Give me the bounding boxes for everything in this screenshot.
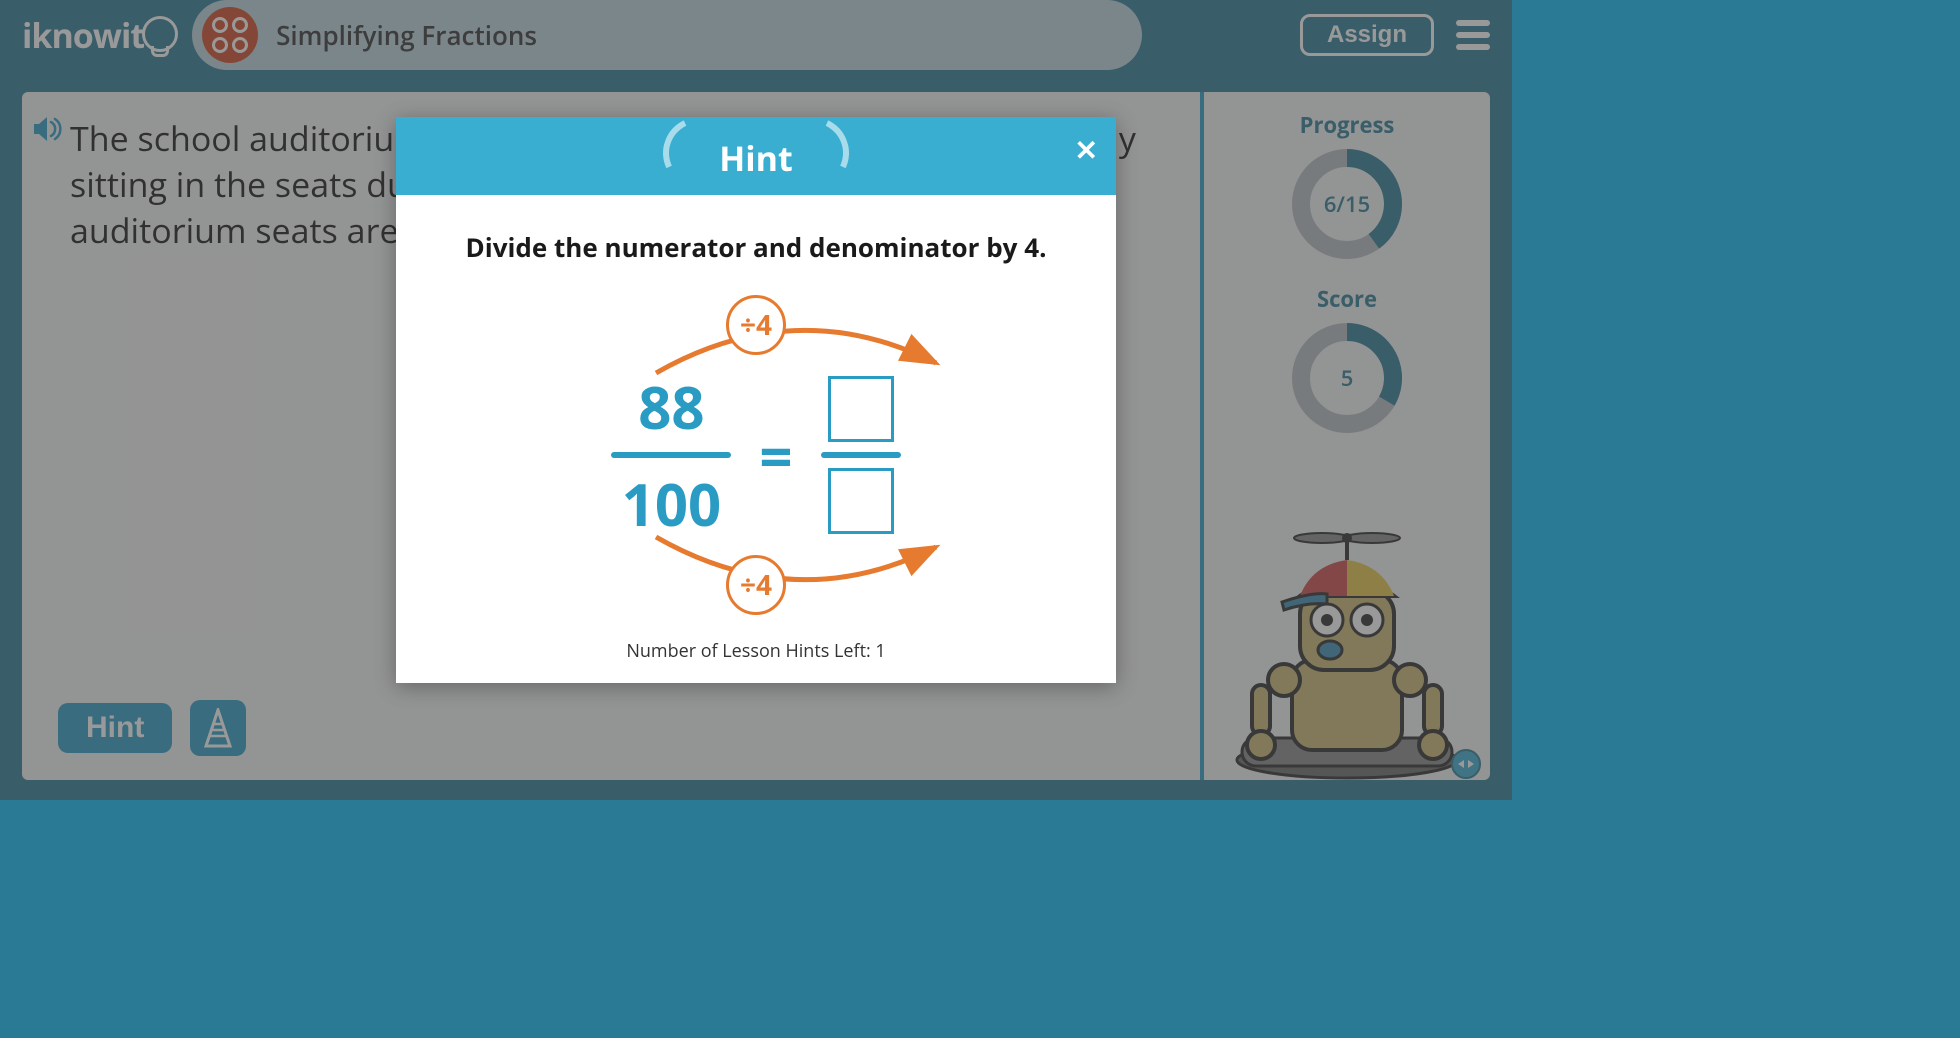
hint-header: Hint ✕ (396, 117, 1116, 195)
fraction-diagram: ÷4 ÷4 88 100 = (446, 295, 1066, 615)
source-fraction: 88 100 (611, 367, 731, 543)
bottom-arc (636, 527, 956, 597)
result-numerator-box[interactable] (828, 376, 894, 442)
hint-body: Divide the numerator and denominator by … (396, 195, 1116, 625)
hint-instruction: Divide the numerator and denominator by … (446, 229, 1066, 265)
equals-sign: = (759, 416, 792, 495)
top-arc (636, 313, 956, 383)
hint-title: Hint (707, 135, 805, 181)
divide-top-label: ÷4 (726, 295, 786, 355)
result-fraction (821, 376, 901, 534)
modal-overlay[interactable]: Hint ✕ Divide the numerator and denomina… (0, 0, 1512, 800)
hint-modal: Hint ✕ Divide the numerator and denomina… (396, 117, 1116, 683)
result-fraction-bar (821, 452, 901, 458)
result-denominator-box[interactable] (828, 468, 894, 534)
divide-top: ÷4 (726, 295, 786, 355)
divide-bottom: ÷4 (726, 555, 786, 615)
divide-bottom-label: ÷4 (726, 555, 786, 615)
fraction-bar (611, 452, 731, 458)
hint-footer: Number of Lesson Hints Left: 1 (396, 625, 1116, 683)
close-icon[interactable]: ✕ (1075, 131, 1098, 169)
